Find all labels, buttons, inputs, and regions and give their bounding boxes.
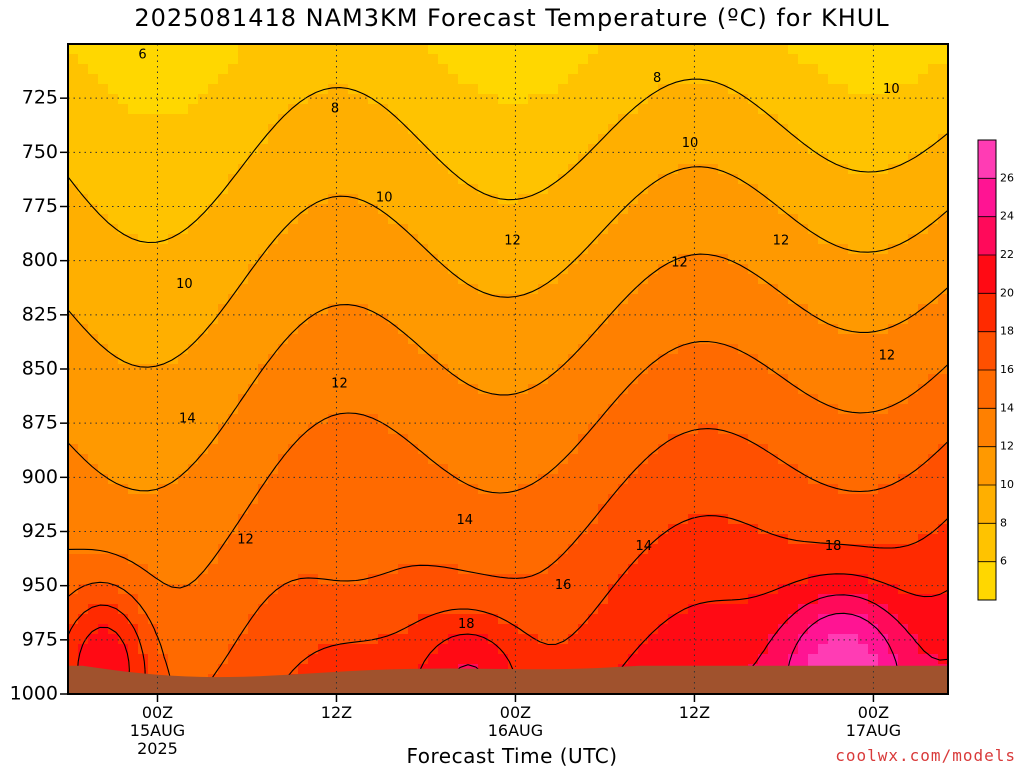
grid-lines xyxy=(68,44,948,694)
y-tick-label: 800 xyxy=(22,249,58,271)
colorbar-swatch xyxy=(978,446,996,486)
contour-label: 14 xyxy=(635,539,652,554)
contour-labels: 6 8 8 10 10 10 10 12 12 12 12 12 12 14 14 14 16 18 18 xyxy=(138,47,899,632)
colorbar-label: 8 xyxy=(1000,516,1007,529)
contour-line xyxy=(68,78,948,244)
contour-label: 12 xyxy=(331,377,348,392)
colorbar-swatch xyxy=(978,408,996,448)
x-tick-label: 15AUG xyxy=(130,721,185,740)
colorbar-swatch xyxy=(978,523,996,563)
colorbar-label: 24 xyxy=(1000,210,1014,223)
contour-label: 10 xyxy=(883,82,900,97)
x-tick-label: 00Z xyxy=(500,703,531,722)
contour-label: 16 xyxy=(555,578,572,593)
y-tick-label: 775 xyxy=(22,195,58,217)
contour-label: 14 xyxy=(456,513,473,528)
contour-label: 8 xyxy=(331,102,339,117)
colorbar-label: 10 xyxy=(1000,478,1014,491)
contour-label: 10 xyxy=(176,277,193,292)
y-tick-label: 950 xyxy=(22,574,58,596)
contour-label: 10 xyxy=(682,136,699,151)
y-tick-label: 850 xyxy=(22,358,58,380)
colorbar-swatch xyxy=(978,561,996,601)
colorbar-label: 6 xyxy=(1000,555,1007,568)
colorbar-swatch xyxy=(978,293,996,333)
credit-text: coolwx.com/models xyxy=(835,746,1016,765)
contour-line xyxy=(68,253,948,492)
x-tick-label: 00Z xyxy=(858,703,889,722)
y-tick-label: 750 xyxy=(22,141,58,163)
y-tick-label: 1000 xyxy=(10,683,58,705)
colorbar-swatch xyxy=(978,255,996,294)
colorbar-label: 16 xyxy=(1000,363,1014,376)
colorbar-swatch xyxy=(978,140,996,179)
colorbar-swatch xyxy=(978,485,996,524)
x-tick-label: 2025 xyxy=(137,739,178,758)
contour-label: 18 xyxy=(458,617,475,632)
y-axis: 725 750 775 800 825 850 875 900 925 950 975 1000 xyxy=(10,87,68,705)
y-tick-label: 925 xyxy=(22,520,58,542)
colorbar-swatch xyxy=(978,216,996,256)
contour-label: 8 xyxy=(653,71,661,86)
contour-label: 12 xyxy=(879,349,896,364)
colorbar-swatch xyxy=(978,178,996,218)
x-axis-label: Forecast Time (UTC) xyxy=(406,744,618,768)
y-tick-label: 825 xyxy=(22,303,58,325)
colorbar-swatch xyxy=(978,331,996,371)
ground-profile xyxy=(68,665,948,694)
x-tick-label: 16AUG xyxy=(488,721,543,740)
colorbar-swatch xyxy=(978,370,996,409)
colorbar-label: 18 xyxy=(1000,325,1014,338)
colorbar-label: 20 xyxy=(1000,286,1014,299)
contour-label: 14 xyxy=(179,411,196,426)
contour-label: 6 xyxy=(138,47,146,62)
contour-line xyxy=(68,515,948,694)
chart-title: 2025081418 NAM3KM Forecast Temperature (… xyxy=(134,4,890,32)
contour-label: 12 xyxy=(504,234,521,249)
y-tick-label: 875 xyxy=(22,412,58,434)
x-tick-label: 12Z xyxy=(321,703,352,722)
contour-line xyxy=(68,340,948,589)
x-tick-label: 17AUG xyxy=(846,721,901,740)
y-tick-label: 975 xyxy=(22,628,58,650)
contour-label: 12 xyxy=(671,255,688,270)
colorbar-label: 26 xyxy=(1000,171,1014,184)
colorbar: 6 8 10 12 14 16 18 20 22 24 26 xyxy=(977,139,1014,601)
y-tick-label: 725 xyxy=(22,87,58,109)
contour-label: 10 xyxy=(376,190,393,205)
y-tick-label: 900 xyxy=(22,466,58,488)
colorbar-label: 22 xyxy=(1000,248,1014,261)
colorbar-label: 14 xyxy=(1000,401,1014,414)
contour-label: 18 xyxy=(825,539,842,554)
colorbar-label: 12 xyxy=(1000,440,1014,453)
x-tick-label: 12Z xyxy=(679,703,710,722)
x-tick-label: 00Z xyxy=(142,703,173,722)
contour-lines xyxy=(68,78,948,694)
contour-line xyxy=(68,428,948,694)
contour-label: 12 xyxy=(237,533,254,548)
contour-label: 12 xyxy=(773,234,790,249)
